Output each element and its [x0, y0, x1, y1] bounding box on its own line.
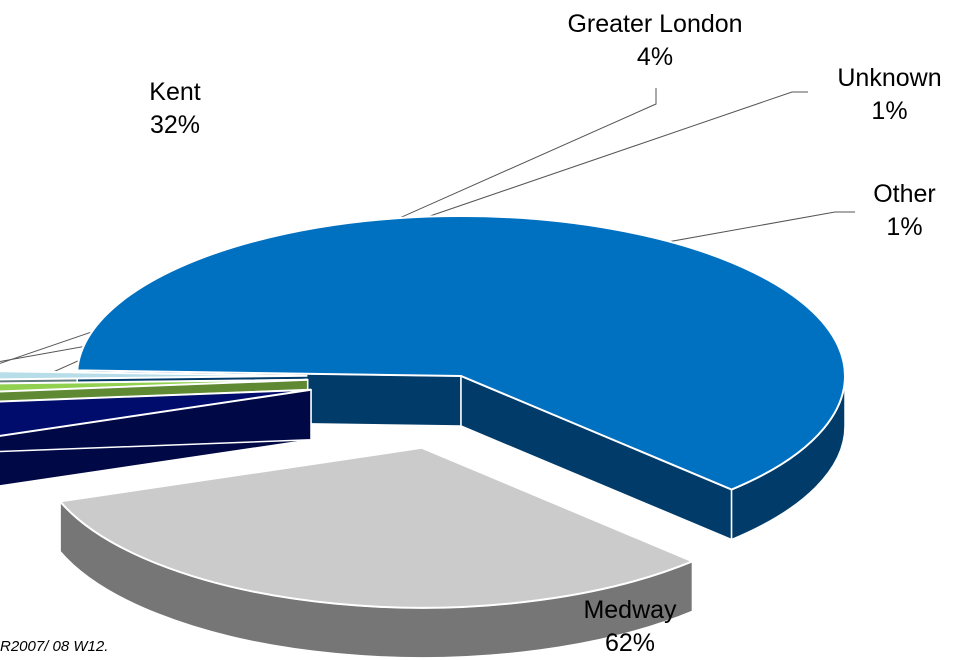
footnote: R2007/ 08 W12.	[0, 638, 109, 655]
label-medway: Medway 62%	[545, 594, 715, 660]
label-greater-london-name: Greater London	[567, 10, 743, 38]
label-unknown: Unknown 1%	[822, 62, 957, 128]
label-greater-london-percent: 4%	[636, 43, 674, 71]
slice-other	[0, 370, 308, 381]
slice-unknown	[0, 378, 308, 393]
slice-kent	[58, 446, 696, 609]
label-greater-london: Greater London 4%	[545, 8, 765, 74]
label-kent: Kent 32%	[120, 76, 230, 142]
slice-greater-london	[0, 388, 312, 437]
label-medway-name: Medway	[583, 596, 677, 624]
label-kent-percent: 32%	[149, 111, 201, 139]
label-other-name: Other	[873, 180, 936, 208]
label-other: Other 1%	[857, 178, 952, 244]
label-other-percent: 1%	[886, 213, 923, 241]
label-kent-name: Kent	[149, 78, 201, 106]
label-unknown-percent: 1%	[871, 97, 908, 125]
label-unknown-name: Unknown	[837, 64, 942, 92]
slice-tops	[0, 215, 846, 609]
slice-medway	[76, 215, 846, 491]
label-medway-percent: 62%	[604, 629, 656, 657]
